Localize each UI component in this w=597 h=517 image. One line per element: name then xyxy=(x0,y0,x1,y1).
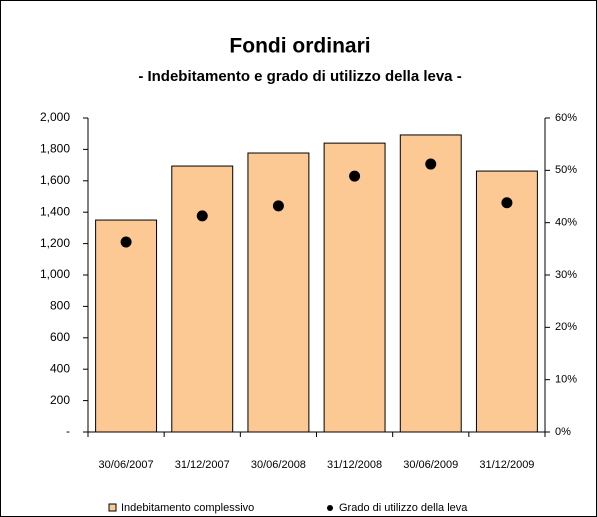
y-tick-label: 1,600 xyxy=(40,173,70,187)
x-tick-label: 30/06/2008 xyxy=(251,459,306,471)
y-tick-label: 1,400 xyxy=(40,204,70,218)
dot xyxy=(120,236,132,248)
x-tick-label: 31/12/2007 xyxy=(175,459,230,471)
x-tick-label: 31/12/2009 xyxy=(479,459,534,471)
dot xyxy=(349,170,361,182)
y-tick-label: 600 xyxy=(50,330,70,344)
x-tick-label: 31/12/2008 xyxy=(327,459,382,471)
y2-tick-label: 30% xyxy=(555,269,577,281)
y-tick-label: 1,000 xyxy=(40,267,70,281)
bar xyxy=(475,170,538,433)
x-tick-label: 30/06/2009 xyxy=(403,459,458,471)
y2-tick-label: 20% xyxy=(555,321,577,333)
y2-tick-label: 60% xyxy=(555,112,577,124)
y-tick-label: - xyxy=(66,424,70,438)
dot xyxy=(196,210,208,222)
dot xyxy=(425,158,437,170)
y-tick-label: 1,800 xyxy=(40,142,70,156)
dot xyxy=(501,197,513,209)
y-tick-label: 2,000 xyxy=(40,110,70,124)
y-tick-label: 200 xyxy=(50,393,70,407)
dot xyxy=(272,200,284,212)
bar xyxy=(95,219,158,433)
bar xyxy=(247,152,310,433)
legend-label: Indebitamento complessivo xyxy=(121,502,254,514)
y-tick-label: 800 xyxy=(50,299,70,313)
bar xyxy=(323,142,386,433)
chart-subtitle: - Indebitamento e grado di utilizzo dell… xyxy=(138,68,461,85)
y2-tick-label: 40% xyxy=(555,217,577,229)
y2-tick-label: 50% xyxy=(555,164,577,176)
x-tick-label: 30/06/2007 xyxy=(99,459,154,471)
chart-title: Fondi ordinari xyxy=(229,35,370,58)
legend-swatch xyxy=(108,503,117,512)
bar xyxy=(171,165,234,433)
bar xyxy=(399,134,462,433)
y2-tick-label: 0% xyxy=(555,426,571,438)
legend-swatch xyxy=(327,505,333,511)
y2-tick-label: 10% xyxy=(555,374,577,386)
legend-label: Grado di utilizzo della leva xyxy=(339,502,468,514)
y-tick-label: 400 xyxy=(50,361,70,375)
y-tick-label: 1,200 xyxy=(40,236,70,250)
